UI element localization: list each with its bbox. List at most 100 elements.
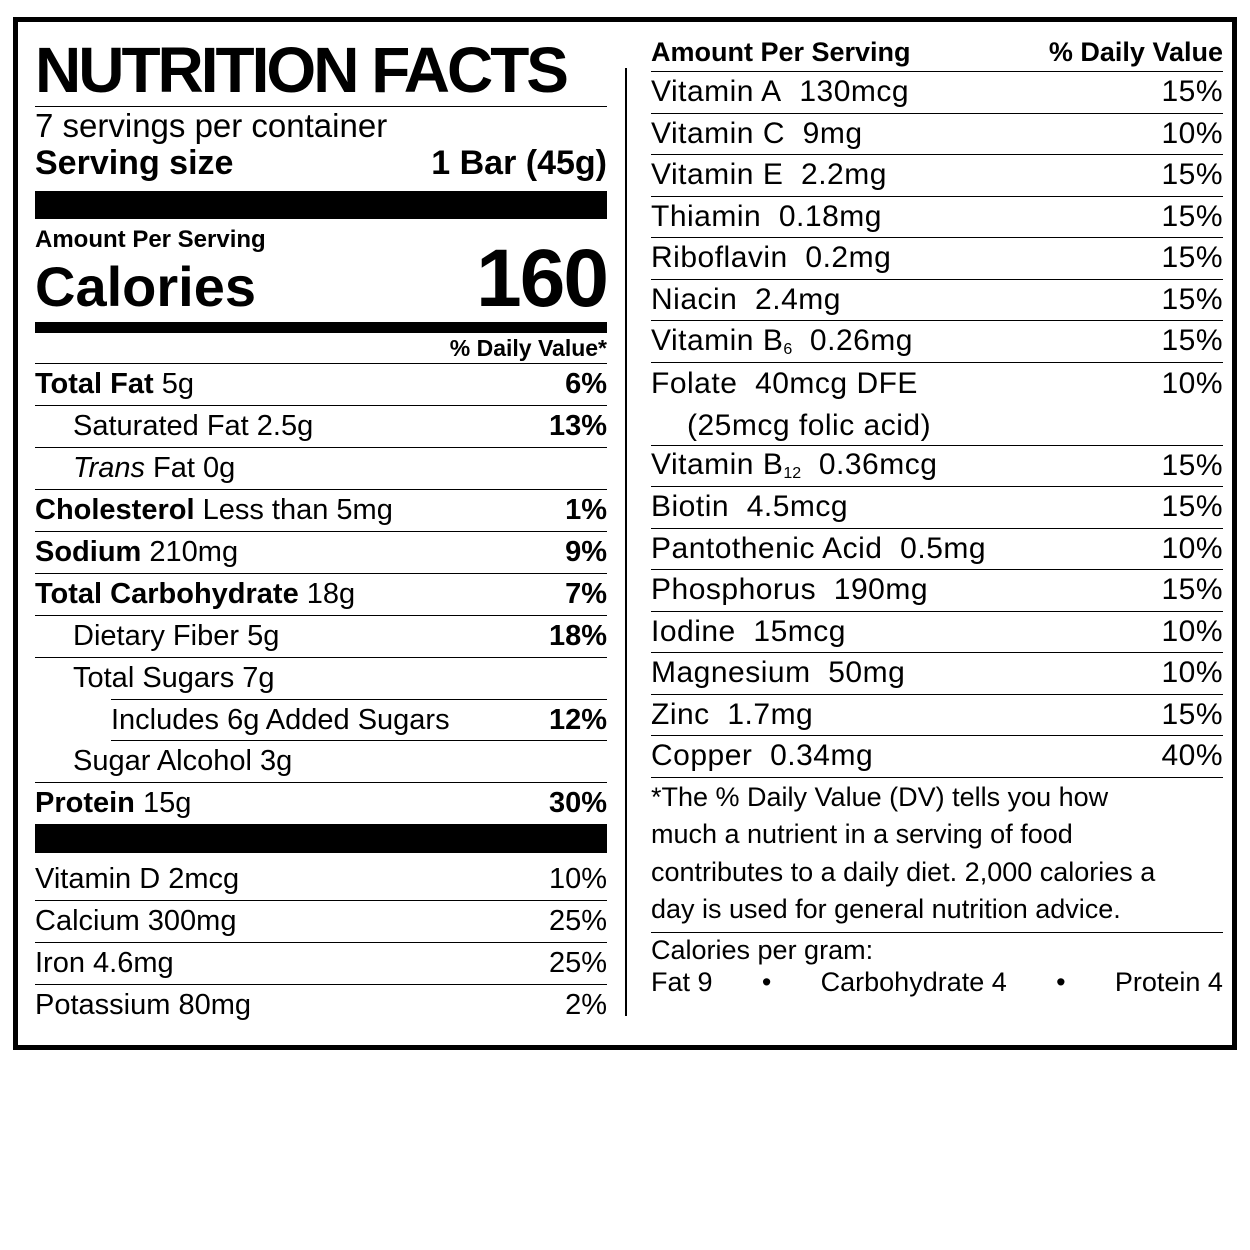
nutrient-name-rest: Fat — [153, 452, 195, 484]
nutrient-name: Saturated Fat — [73, 410, 249, 442]
medium-divider — [35, 322, 607, 333]
vitamin-amount: 0.2mg — [805, 241, 892, 275]
calories-per-gram-values: Fat 9 • Carbohydrate 4 • Protein 4 — [651, 967, 1223, 997]
nutrient-row-sodium: Sodium 210mg 9% — [35, 532, 607, 574]
calories-label: Calories — [35, 255, 256, 318]
right-header-right: % Daily Value — [1048, 37, 1223, 67]
servings-per-container: 7 servings per container — [35, 106, 607, 144]
nutrient-name: Total Fat — [35, 368, 154, 400]
vitamin-label: Calcium 300mg — [35, 905, 237, 937]
vitamin-label: Magnesium 50mg — [651, 656, 905, 690]
vitamin-row: Zinc 1.7mg 15% — [651, 695, 1223, 736]
vitamin-row: Thiamin 0.18mg 15% — [651, 197, 1223, 238]
vitamin-dv: 15% — [1161, 199, 1223, 233]
vitamin-row: Folate 40mcg DFE (25mcg folic acid) 10% — [651, 363, 1223, 446]
vitamin-label: Vitamin B12 0.36mcg — [651, 448, 937, 483]
vitamin-dv: 15% — [1161, 573, 1223, 607]
nutrient-row-protein: Protein 15g 30% — [35, 783, 607, 824]
nutrient-amount: 7g — [242, 662, 275, 694]
bullet-icon: • — [1056, 966, 1066, 997]
vitamin-dv: 15% — [1161, 158, 1223, 192]
vitamin-row: Phosphorus 190mg 15% — [651, 570, 1223, 612]
thick-divider — [35, 824, 607, 853]
vitamin-row-iron: Iron 4.6mg 25% — [35, 943, 607, 985]
footnote: *The % Daily Value (DV) tells you how mu… — [651, 779, 1223, 933]
vitamin-name: Riboflavin — [651, 241, 788, 275]
nutrient-amount: 210mg — [149, 536, 239, 568]
vitamin-label: Zinc 1.7mg — [651, 698, 813, 732]
vitamin-dv: 15% — [1161, 75, 1223, 109]
cpg-protein: Protein 4 — [1114, 966, 1223, 997]
vitamin-amount: 15mcg — [753, 614, 846, 648]
vitamin-dv: 15% — [1161, 490, 1223, 524]
nutrient-amount: 18g — [306, 578, 356, 610]
vitamin-row-d: Vitamin D 2mcg 10% — [35, 859, 607, 901]
calories-per-gram-label: Calories per gram: — [651, 934, 874, 965]
nutrition-facts-panel: NUTRITION FACTS 7 servings per container… — [13, 17, 1237, 1050]
vitamin-detail: (25mcg folic acid) — [687, 408, 932, 442]
vitamin-label: Vitamin D 2mcg — [35, 863, 240, 895]
nutrient-name: Total Carbohydrate — [35, 578, 299, 610]
nutrient-name: Sodium — [35, 536, 142, 568]
nutrient-row-added-sugars: Includes 6g Added Sugars 12% — [111, 699, 607, 741]
vitamin-dv: 15% — [1161, 324, 1223, 358]
nutrient-amount: 5g — [161, 368, 195, 400]
vitamin-label: Vitamin B6 0.26mg — [651, 324, 913, 359]
vitamin-amount: 9mg — [802, 116, 863, 150]
footnote-line: day is used for general nutrition advice… — [651, 894, 1121, 924]
vitamin-row: Iodine 15mcg 10% — [651, 612, 1223, 653]
vitamin-label: Riboflavin 0.2mg — [651, 241, 891, 275]
nutrient-name: Protein — [35, 787, 135, 819]
vitamin-name: Magnesium — [651, 656, 811, 690]
bullet-icon: • — [761, 966, 772, 997]
nutrient-amount: Less than 5mg — [202, 494, 393, 526]
serving-size-label: Serving size — [35, 144, 234, 182]
cpg-carbohydrate: Carbohydrate 4 — [820, 966, 1007, 997]
vitamin-amount: 50mg — [828, 656, 906, 690]
nutrient-amount: 5g — [247, 620, 280, 652]
vitamin-name: Biotin — [651, 490, 730, 524]
vitamin-rows: Vitamin A 130mcg 15% Vitamin C 9mg 10% Vitam… — [651, 72, 1223, 778]
vitamin-dv: 40% — [1161, 739, 1223, 773]
vitamin-name: Folate — [651, 366, 738, 400]
vitamin-label: Iron 4.6mg — [35, 947, 174, 979]
daily-value-header: % Daily Value* — [35, 333, 607, 364]
vitamins-column: Amount Per Serving % Daily Value Vitamin… — [651, 35, 1223, 997]
vitamin-dv: 15% — [1161, 697, 1223, 731]
vitamin-dv: 15% — [1161, 448, 1223, 482]
nutrient-amount: 2.5g — [256, 410, 314, 442]
vitamin-amount: 0.26mg — [809, 323, 913, 357]
serving-size-row: Serving size 1 Bar (45g) — [35, 144, 607, 182]
vitamin-label: Copper 0.34mg — [651, 739, 873, 773]
vitamin-name: Vitamin B — [651, 448, 784, 482]
label-title: NUTRITION FACTS — [35, 34, 569, 106]
nutrient-amount: 3g — [260, 745, 293, 777]
nutrient-name: Trans — [73, 452, 145, 484]
vitamin-amount: 2.4mg — [755, 282, 841, 316]
vitamin-label: Vitamin A 130mcg — [651, 75, 909, 109]
vitamin-row: Riboflavin 0.2mg 15% — [651, 238, 1223, 280]
vitamin-name: Niacin — [651, 282, 738, 316]
vitamin-row-calcium: Calcium 300mg 25% — [35, 901, 607, 943]
footnote-line: *The % Daily Value (DV) tells you how — [651, 781, 1109, 812]
vitamin-amount: 190mg — [833, 573, 929, 607]
vitamin-row: Vitamin E 2.2mg 15% — [651, 155, 1223, 197]
vitamin-dv: 10% — [1161, 116, 1223, 150]
amount-per-serving: Amount Per Serving — [35, 226, 266, 253]
vitamin-dv: 15% — [1161, 282, 1223, 316]
nutrient-row-trans-fat: Trans Fat 0g — [35, 448, 607, 490]
vitamin-label: Biotin 4.5mcg — [651, 490, 848, 524]
nutrient-dv: 13% — [548, 410, 607, 442]
vitamin-name: Vitamin C — [651, 116, 785, 150]
vitamin-row: Copper 0.34mg 40% — [651, 736, 1223, 778]
nutrient-amount: 15g — [142, 787, 192, 819]
nutrient-row-sugar-alcohol: Sugar Alcohol 3g — [35, 741, 607, 783]
vitamin-subscript: 6 — [783, 340, 793, 358]
vitamin-name: Zinc — [651, 697, 710, 731]
nutrient-name: Sugar Alcohol — [73, 745, 252, 777]
vitamin-dv: 2% — [565, 989, 607, 1021]
vitamin-name: Phosphorus — [651, 573, 817, 607]
vitamin-dv: 25% — [548, 905, 607, 937]
vitamin-label: Vitamin E 2.2mg — [651, 158, 887, 192]
vitamin-row: Magnesium 50mg 10% — [651, 653, 1223, 695]
